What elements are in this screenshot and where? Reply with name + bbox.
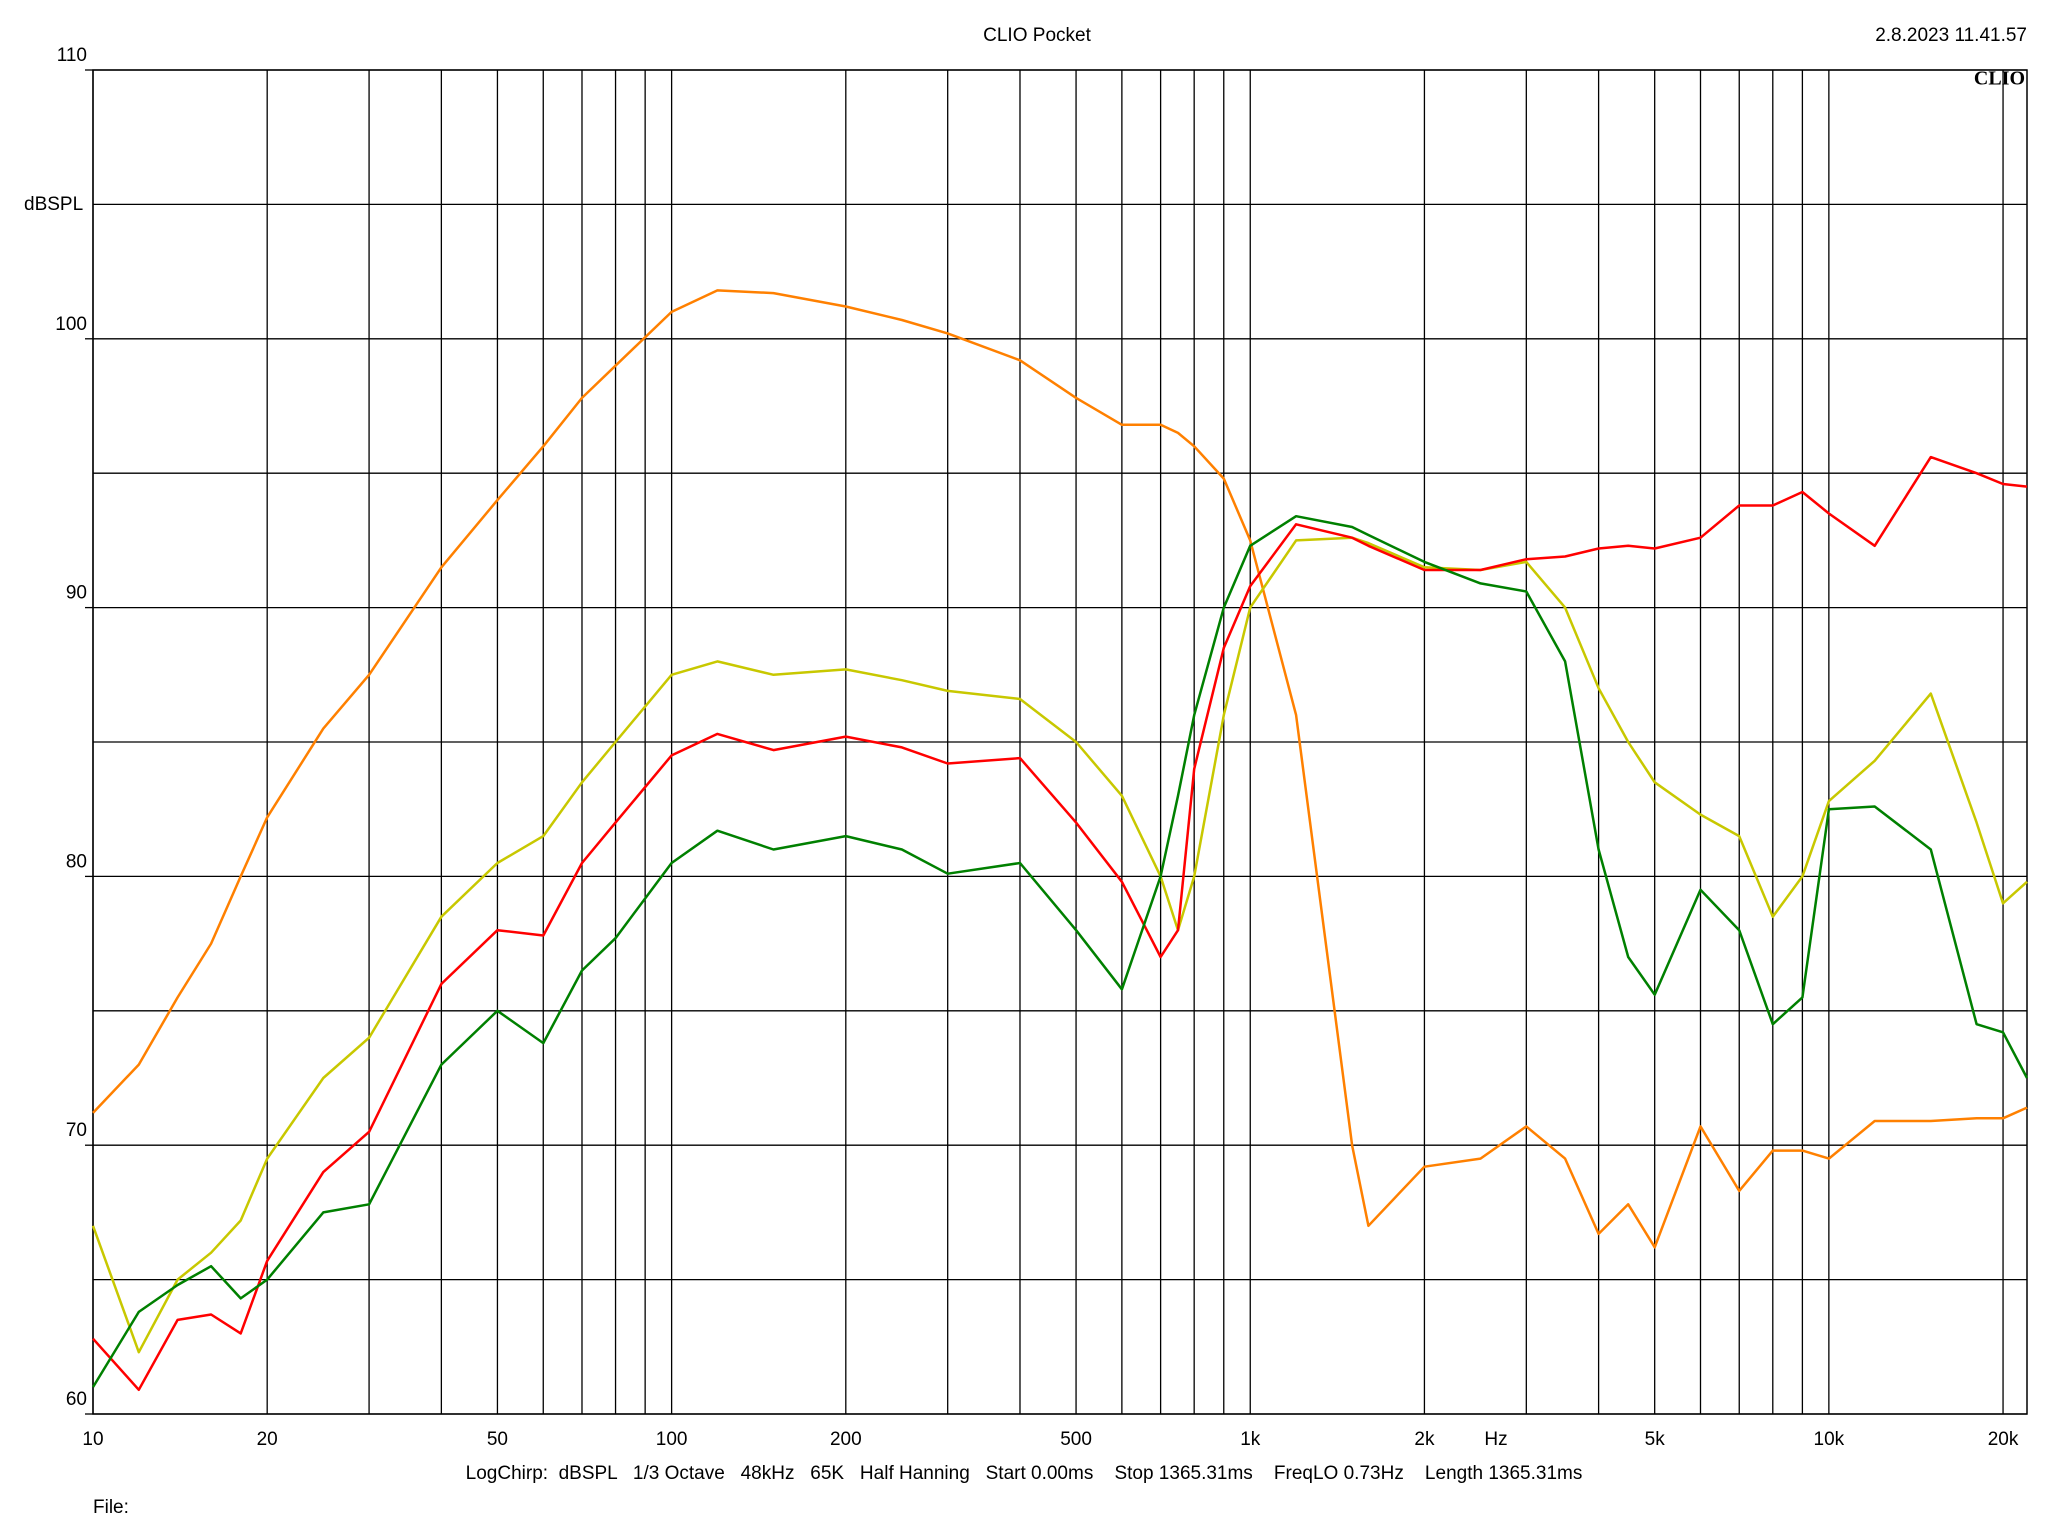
x-tick-label: 10 bbox=[82, 1429, 103, 1450]
timestamp: 2.8.2023 11.41.57 bbox=[1875, 25, 2027, 46]
y-tick-label: 60 bbox=[66, 1389, 87, 1410]
x-tick-label: 200 bbox=[830, 1429, 862, 1450]
x-tick-label: 20k bbox=[1988, 1429, 2019, 1450]
y-tick-label: 90 bbox=[66, 583, 87, 604]
series-line bbox=[92, 455, 2028, 1392]
series-line bbox=[91, 514, 2029, 1388]
footer: LogChirp: dBSPL 1/3 Octave 48kHz 65K Hal… bbox=[466, 1463, 1583, 1484]
x-axis-label: Hz bbox=[1484, 1429, 1507, 1450]
y-tick-label: 70 bbox=[66, 1120, 87, 1141]
x-tick-label: 20 bbox=[257, 1429, 278, 1450]
series-line bbox=[92, 289, 2028, 1249]
y-axis-label: dBSPL bbox=[24, 194, 83, 215]
chart-title: CLIO Pocket bbox=[983, 25, 1091, 46]
logo: CLIO bbox=[1974, 68, 2025, 90]
x-tick-label: 500 bbox=[1060, 1429, 1092, 1450]
y-tick-label: 100 bbox=[55, 314, 87, 335]
y-tick-label: 80 bbox=[66, 851, 87, 872]
x-tick-label: 5k bbox=[1645, 1429, 1666, 1450]
y-tick-label: 110 bbox=[57, 45, 87, 66]
x-tick-label: 2k bbox=[1414, 1429, 1435, 1450]
file-label: File: bbox=[93, 1497, 129, 1518]
x-tick-label: 50 bbox=[487, 1429, 508, 1450]
plot-frame bbox=[92, 69, 2028, 1415]
x-tick-label: 100 bbox=[656, 1429, 688, 1450]
x-tick-label: 10k bbox=[1814, 1429, 1845, 1450]
x-tick-label: 1k bbox=[1240, 1429, 1261, 1450]
